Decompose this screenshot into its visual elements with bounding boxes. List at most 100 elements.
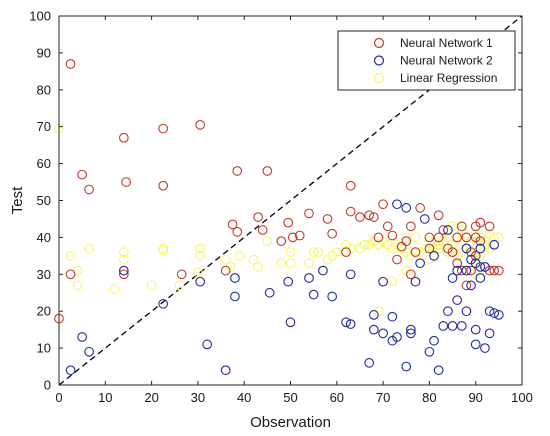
data-point: [77, 169, 87, 180]
data-point: [345, 269, 356, 280]
data-point: [158, 243, 169, 254]
data-point: [327, 228, 338, 239]
data-point: [230, 291, 240, 302]
data-point: [248, 254, 259, 265]
data-point: [480, 343, 490, 353]
data-point: [146, 280, 157, 291]
data-point: [489, 265, 500, 276]
data-point: [475, 251, 486, 261]
data-point: [392, 199, 402, 210]
data-point: [401, 236, 412, 246]
data-point: [84, 243, 94, 254]
data-point: [406, 328, 416, 339]
data-point: [415, 258, 425, 269]
data-point: [77, 332, 87, 342]
data-point: [227, 219, 238, 230]
data-point: [424, 232, 435, 243]
data-point: [262, 166, 273, 176]
data-point: [406, 221, 416, 232]
data-point: [118, 247, 129, 258]
data-point: [489, 232, 500, 243]
data-point: [118, 254, 129, 265]
legend-label: Neural Network 2: [400, 54, 493, 68]
data-point: [461, 280, 472, 291]
data-point: [484, 221, 495, 232]
data-point: [489, 239, 500, 250]
x-tick-label: 10: [98, 390, 112, 405]
data-point: [195, 251, 206, 261]
data-point: [174, 280, 185, 291]
y-tick-label: 80: [37, 82, 51, 97]
data-point: [475, 273, 486, 283]
data-point: [65, 365, 76, 376]
data-point: [489, 308, 500, 318]
data-point: [410, 232, 421, 243]
data-point: [456, 225, 467, 235]
y-axis-label: Test: [9, 186, 26, 214]
data-point: [195, 276, 206, 287]
x-tick-label: 80: [422, 390, 436, 405]
y-tick-label: 0: [44, 378, 51, 393]
data-point: [364, 210, 375, 221]
data-point: [410, 276, 421, 287]
data-point: [443, 232, 453, 243]
data-point: [443, 225, 453, 235]
data-point: [285, 247, 296, 258]
data-point: [341, 247, 351, 258]
legend-label: Neural Network 1: [400, 36, 493, 50]
data-point: [368, 212, 379, 222]
data-point: [401, 361, 412, 372]
data-point: [118, 269, 129, 280]
data-point: [387, 276, 398, 287]
x-tick-label: 20: [144, 390, 158, 405]
data-point: [264, 287, 275, 298]
data-point: [443, 306, 453, 317]
x-tick-label: 90: [468, 390, 482, 405]
data-point: [452, 258, 463, 269]
data-point: [466, 265, 476, 276]
data-point: [355, 212, 365, 222]
data-point: [452, 295, 463, 305]
data-point: [322, 214, 333, 224]
data-point: [283, 276, 294, 287]
data-point: [475, 262, 486, 272]
data-point: [438, 225, 449, 235]
data-point: [257, 225, 268, 235]
data-point: [392, 332, 402, 342]
data-point: [480, 262, 490, 272]
ticks-layer: 0 10 20 30 40 50 60 70 80 90 100 0 10 20 30 40 50 60 70 80 9…: [29, 9, 533, 406]
data-point: [433, 232, 444, 243]
data-point: [406, 269, 416, 280]
data-point: [331, 247, 342, 258]
legend-box: [337, 30, 516, 91]
data-point: [452, 232, 463, 243]
x-tick-label: 70: [376, 390, 390, 405]
data-point: [287, 232, 298, 243]
data-point: [118, 132, 129, 143]
x-tick-label: 100: [511, 390, 533, 405]
data-point: [461, 243, 472, 254]
data-point: [494, 265, 504, 276]
data-point: [276, 236, 287, 246]
data-point: [341, 317, 351, 328]
data-point: [359, 239, 370, 250]
data-point: [433, 365, 444, 376]
data-point: [406, 324, 416, 335]
data-point: [158, 123, 169, 134]
data-point: [475, 217, 486, 228]
data-point: [452, 265, 463, 276]
data-point: [494, 310, 504, 320]
data-point: [410, 247, 421, 258]
data-point: [461, 265, 472, 276]
data-point: [429, 335, 439, 346]
data-point: [456, 221, 467, 232]
x-axis-label: Observation: [250, 414, 331, 431]
y-tick-label: 40: [37, 230, 51, 245]
legend-marker: [373, 37, 385, 49]
data-point: [387, 230, 398, 241]
data-point: [230, 273, 240, 283]
data-point: [447, 321, 458, 331]
data-point: [345, 206, 356, 217]
data-point: [438, 321, 449, 331]
data-point: [176, 269, 187, 280]
